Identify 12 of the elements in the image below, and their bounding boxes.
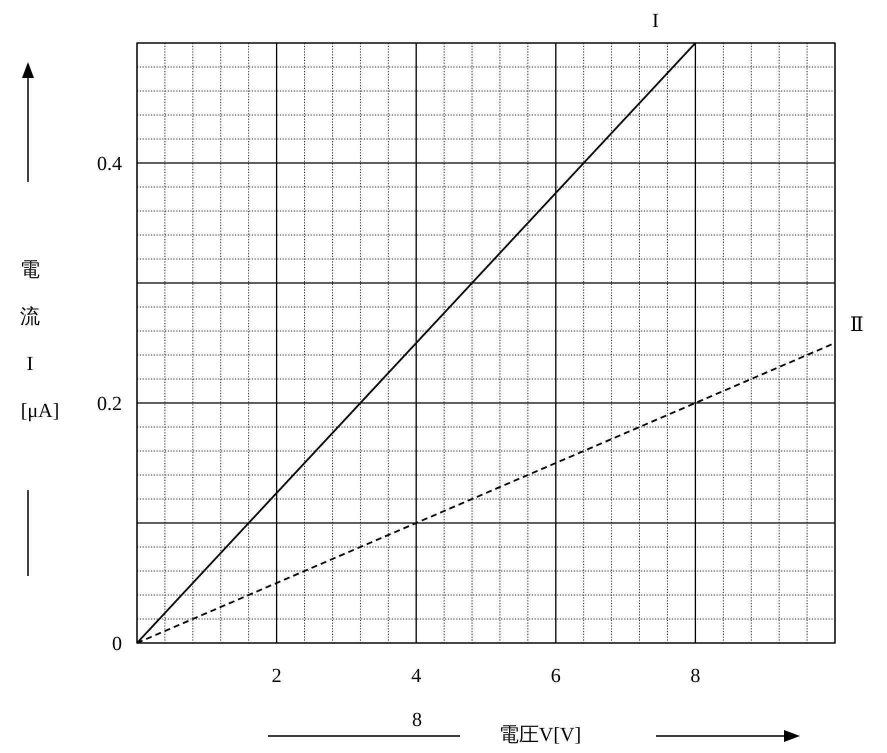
y-tick-label: 0.4 <box>97 153 122 175</box>
text: 8 <box>412 709 422 731</box>
y-tick-label: 0 <box>112 633 122 655</box>
x-tick-label: 6 <box>550 665 561 687</box>
y-tick-label: 0.2 <box>97 393 122 415</box>
text: 電流 I [μA] <box>20 259 60 422</box>
x-tick-label: 4 <box>411 665 422 687</box>
x-tick-label: 2 <box>272 665 282 687</box>
x-axis-title: 電圧V[V] <box>498 724 582 746</box>
x-tick-label: 8 <box>690 665 700 687</box>
series-label: Ⅱ <box>850 314 864 336</box>
series-label: I <box>652 10 659 32</box>
